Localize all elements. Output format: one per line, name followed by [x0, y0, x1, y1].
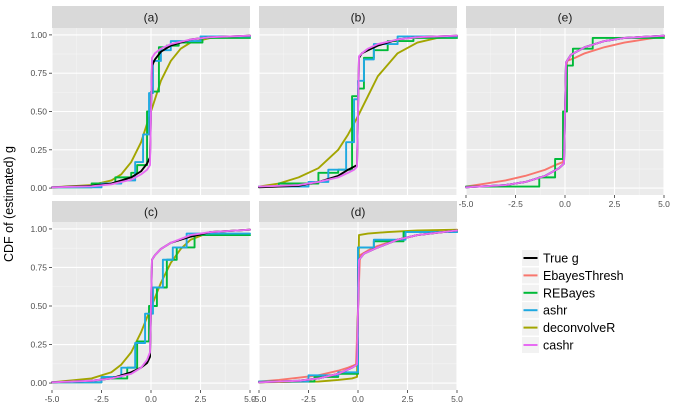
y-tick-label: 0.25 — [30, 145, 47, 155]
legend-label: cashr — [543, 339, 574, 353]
x-tick-label: -5.0 — [459, 199, 474, 209]
y-axis-title: CDF of (estimated) g — [2, 146, 16, 262]
series-group — [258, 228, 458, 384]
x-tick-label: 0.0 — [559, 199, 571, 209]
x-tick-label: 2.5 — [609, 199, 621, 209]
y-tick-label: 1.00 — [30, 224, 47, 234]
panel-label: (c) — [144, 205, 158, 219]
panel-strip — [259, 6, 457, 28]
y-tick-label: 0.50 — [30, 301, 47, 311]
x-tick-label: 5.0 — [451, 394, 463, 404]
panel-label: (b) — [351, 11, 366, 25]
series-line-ashr — [51, 35, 251, 189]
legend-item: REBayes — [522, 284, 595, 301]
grid — [465, 28, 665, 195]
x-tick-label: 5.0 — [658, 199, 670, 209]
panel-label: (e) — [558, 11, 573, 25]
x-tick-label: -2.5 — [94, 394, 109, 404]
panel-c: (c) 0.00 0.25 0.50 0.75 1.00 -5.0 -2.5 0.0 2.5 5.0 — [30, 201, 256, 404]
x-tick-label: 5.0 — [244, 394, 256, 404]
series-group — [51, 228, 251, 384]
panel-strip — [52, 6, 250, 28]
legend-label: deconvolveR — [543, 321, 615, 335]
legend-label: REBayes — [543, 286, 595, 300]
series-group — [51, 34, 251, 189]
x-tick-label: 0.0 — [145, 394, 157, 404]
y-tick-label: 0.00 — [30, 183, 47, 193]
y-tick-label: 0.00 — [30, 378, 47, 388]
series-line-cashr — [258, 34, 458, 188]
y-tick-label: 0.25 — [30, 340, 47, 350]
x-tick-label: -2.5 — [508, 199, 523, 209]
legend-label: True g — [543, 252, 579, 266]
x-tick-label: 2.5 — [195, 394, 207, 404]
x-tick-label: -2.5 — [301, 394, 316, 404]
panel-strip — [466, 6, 664, 28]
legend-label: ashr — [543, 304, 567, 318]
panel-label: (a) — [144, 11, 159, 25]
series-line-cashr — [51, 34, 251, 189]
x-tick-label: -5.0 — [45, 394, 60, 404]
y-tick-label: 1.00 — [30, 30, 47, 40]
panels-layer: (a) 0.00 0.25 0.50 0.75 1.00 (b) (e) -5.0 -2.5 0.0… — [30, 6, 670, 404]
x-tick-label: -5.0 — [252, 394, 267, 404]
panel-a: (a) 0.00 0.25 0.50 0.75 1.00 — [30, 6, 251, 195]
legend: True g EbayesThresh REBayes ashr deconvolveR… — [522, 250, 624, 353]
y-tick-label: 0.75 — [30, 68, 47, 78]
x-tick-label: 0.0 — [352, 394, 364, 404]
panel-d: (d) -5.0 -2.5 0.0 2.5 5.0 — [252, 201, 463, 404]
series-line-cashr — [465, 34, 665, 189]
legend-label: EbayesThresh — [543, 269, 624, 283]
panel-e: (e) -5.0 -2.5 0.0 2.5 5.0 — [459, 6, 670, 209]
legend-item: deconvolveR — [522, 319, 615, 336]
panel-strip — [52, 201, 250, 222]
series-group — [258, 34, 458, 189]
panel-label: (d) — [351, 205, 366, 219]
series-line-cashr — [258, 229, 458, 384]
panel-strip — [259, 201, 457, 222]
x-tick-label: 2.5 — [402, 394, 414, 404]
y-tick-label: 0.50 — [30, 107, 47, 117]
panel-b: (b) — [258, 6, 458, 195]
y-tick-label: 0.75 — [30, 262, 47, 272]
series-group — [465, 34, 665, 189]
legend-item: True g — [522, 250, 579, 266]
series-line-cashr — [51, 228, 251, 384]
legend-item: ashr — [522, 302, 567, 319]
legend-item: EbayesThresh — [522, 267, 624, 284]
legend-item: cashr — [522, 337, 574, 353]
